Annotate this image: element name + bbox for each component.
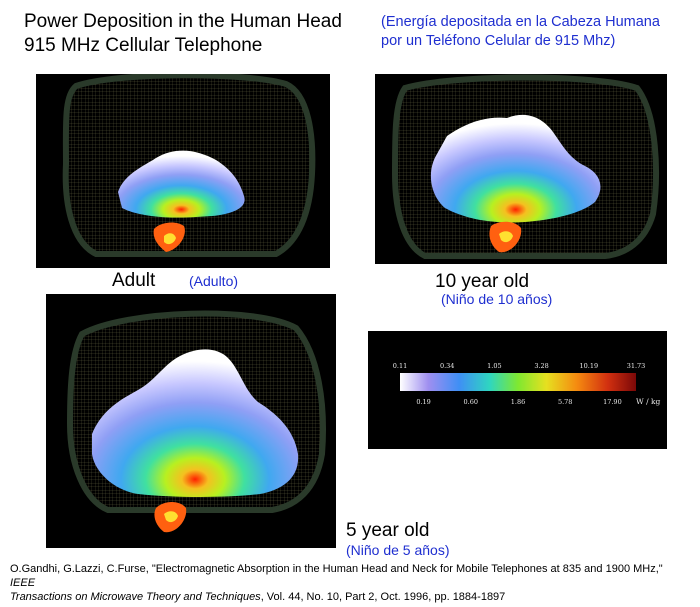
title-es-line-2: por un Teléfono Celular de 915 Mhz): [381, 33, 616, 49]
title-line-1: Power Deposition in the Human Head: [24, 11, 342, 32]
citation-journal-part2: Transactions on Microwave Theory and Tec…: [10, 591, 261, 603]
colorbar-bottom-tick: 0.19: [416, 398, 430, 406]
adult-label-spanish: (Adulto): [189, 273, 239, 289]
adult-label: Adult: [112, 270, 156, 291]
five-year-old-label: 5 year old: [346, 520, 430, 541]
page-title-spanish: (Energía depositada en la Cabeza Humana …: [381, 13, 660, 51]
title-line-2: 915 MHz Cellular Telephone: [24, 35, 263, 56]
colorbar-bottom-tick: 0.60: [464, 398, 478, 406]
ten-year-old-label: 10 year old: [435, 271, 530, 292]
colorbar-bottom-tick: 1.86: [511, 398, 525, 406]
ten-year-old-label-spanish: (Niño de 10 años): [441, 291, 553, 307]
five-year-old-label-spanish: (Niño de 5 años): [346, 542, 450, 558]
colorbar-top-tick: 10.19: [579, 362, 598, 370]
title-es-line-1: (Energía depositada en la Cabeza Humana: [381, 14, 660, 30]
colorbar-unit: W / kg: [636, 397, 661, 406]
colorbar-bottom-tick: 17.90: [603, 398, 622, 406]
colorbar-top-tick: 0.11: [393, 362, 407, 370]
adult-head-panel: [36, 74, 330, 268]
colorbar-svg: 0.11 0.34 1.05 3.28 10.19 31.73 0.19 0.60 1.86 5…: [393, 362, 661, 406]
colorbar-top-tick: 31.73: [627, 362, 646, 370]
colorbar-top-tick: 1.05: [487, 362, 501, 370]
colorbar-legend: 0.11 0.34 1.05 3.28 10.19 31.73 0.19 0.60 1.86 5…: [368, 331, 667, 449]
citation: O.Gandhi, G.Lazzi, C.Furse, "Electromagn…: [10, 562, 690, 604]
ten-year-old-head-panel: [375, 74, 667, 264]
citation-journal-part1: IEEE: [10, 577, 36, 589]
colorbar-top-tick: 3.28: [534, 362, 548, 370]
colorbar-bottom-tick: 5.78: [558, 398, 572, 406]
colorbar-gradient: [400, 373, 636, 391]
citation-authors-title: O.Gandhi, G.Lazzi, C.Furse, "Electromagn…: [10, 563, 663, 575]
page-title: Power Deposition in the Human Head 915 M…: [24, 10, 342, 58]
colorbar-top-tick: 0.34: [440, 362, 454, 370]
citation-details: , Vol. 44, No. 10, Part 2, Oct. 1996, pp…: [260, 591, 506, 603]
five-year-old-head-panel: [46, 294, 336, 548]
